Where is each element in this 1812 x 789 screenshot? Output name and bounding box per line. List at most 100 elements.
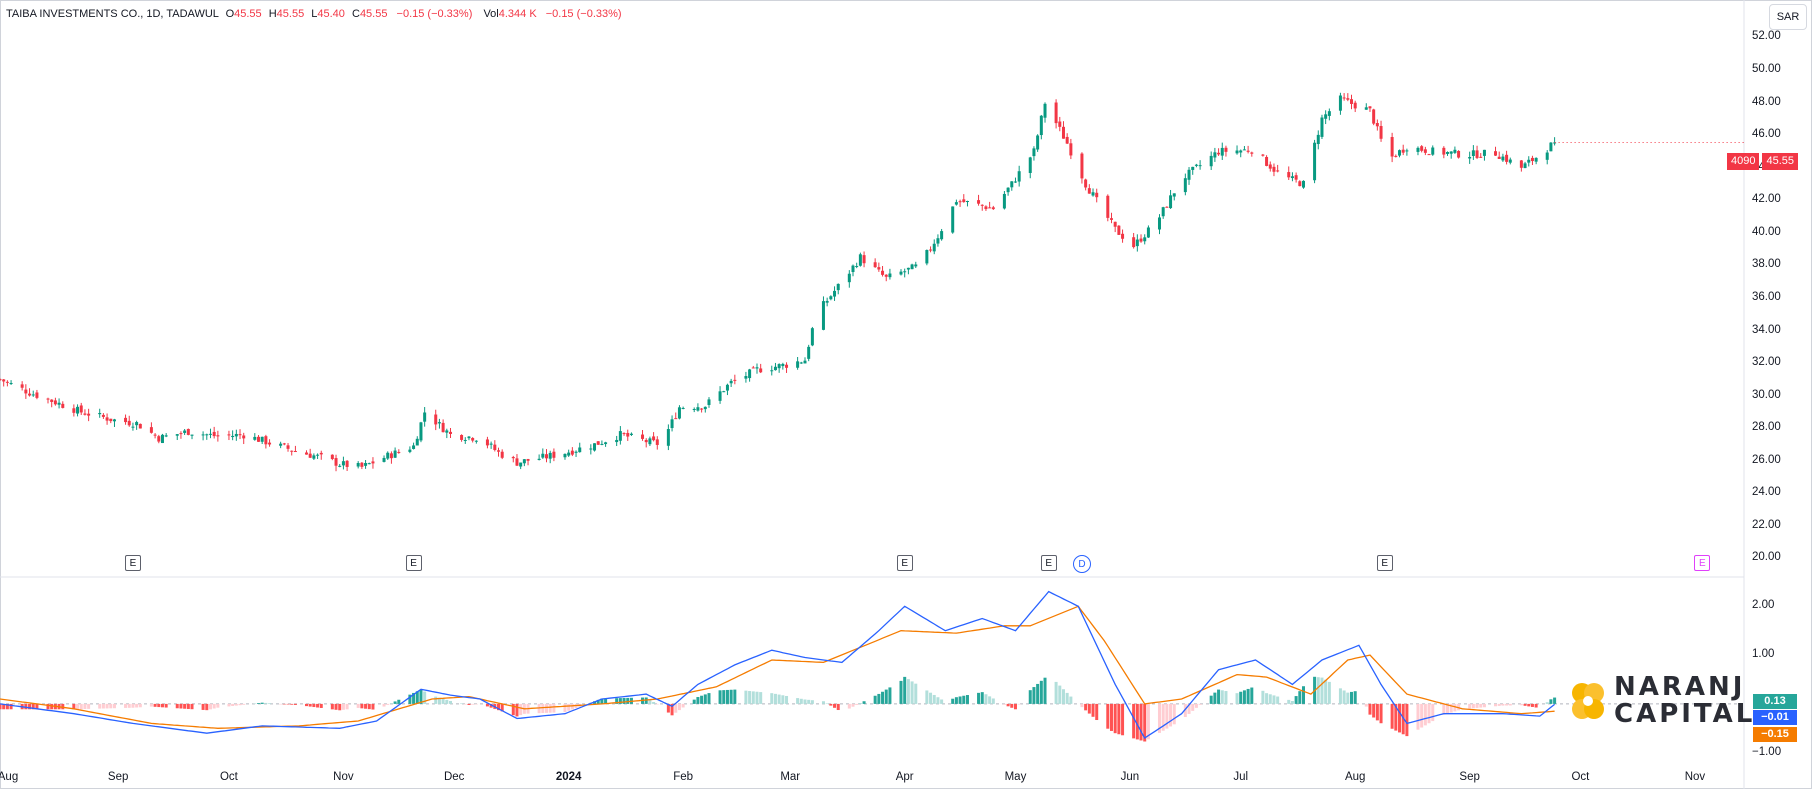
macd-histogram-bar — [24, 703, 28, 710]
candle-body — [131, 426, 135, 428]
macd-histogram-bar — [1427, 703, 1431, 724]
earnings-marker[interactable]: E — [1040, 555, 1057, 571]
macd-histogram-bar — [929, 692, 933, 704]
macd-histogram-bar — [500, 703, 504, 712]
macd-histogram-bar — [1069, 696, 1073, 704]
macd-histogram-bar — [371, 703, 375, 710]
candle-body — [256, 436, 260, 442]
candle-body — [1217, 152, 1221, 155]
candle-body — [733, 379, 737, 381]
candle-body — [1324, 114, 1328, 119]
macd-histogram-bar — [670, 703, 674, 716]
macd-histogram-bar — [1508, 703, 1512, 706]
macd-histogram-bar — [364, 703, 368, 709]
candle-body — [1272, 166, 1276, 172]
macd-histogram-bar — [208, 703, 212, 710]
candle-body — [1054, 102, 1058, 124]
candle-body — [312, 455, 316, 459]
candle-body — [474, 440, 478, 442]
macd-histogram-bar — [76, 703, 80, 710]
macd-histogram-bar — [1109, 703, 1113, 731]
macd-histogram-bar — [725, 689, 729, 704]
macd-histogram-bar — [604, 698, 608, 704]
time-axis-label: 2024 — [555, 771, 582, 783]
macd-histogram-bar — [61, 703, 65, 710]
candle-body — [648, 438, 652, 445]
macd-histogram-bar — [330, 703, 334, 710]
macd-histogram-bar — [884, 689, 888, 704]
candle-body — [1379, 126, 1383, 139]
macd-histogram-bar — [423, 691, 427, 704]
candle-body — [138, 423, 142, 429]
candle-body — [304, 452, 308, 455]
earnings-marker[interactable]: E — [124, 555, 141, 571]
candle-body — [940, 231, 944, 240]
candle-body — [423, 412, 427, 422]
candle-body — [290, 450, 294, 452]
orange-flower-icon — [1572, 683, 1604, 719]
candle-body — [670, 419, 674, 429]
macd-histogram-bar — [1121, 703, 1125, 736]
macd-signal-line — [0, 605, 1555, 729]
macd-histogram-bar — [449, 700, 453, 704]
macd-histogram-bar — [216, 703, 220, 708]
candle-body — [515, 458, 519, 466]
macd-histogram-bar — [1534, 703, 1538, 708]
macd-histogram-bar — [260, 702, 264, 704]
macd-histogram-bar — [1449, 703, 1453, 713]
macd-histogram-bar — [179, 703, 183, 709]
macd-histogram-bar — [515, 703, 519, 717]
macd-histogram-bar — [954, 697, 958, 704]
price-axis-label: 46.00 — [1752, 128, 1781, 141]
candle-body — [1080, 153, 1084, 179]
low-label: L — [311, 8, 318, 20]
macd-histogram-bar — [1545, 702, 1549, 704]
last-price-tag: 4090 45.55 — [1727, 153, 1799, 170]
macd-histogram-bar — [153, 703, 157, 707]
candle-body — [1143, 237, 1147, 242]
macd-histogram-bar — [149, 703, 153, 707]
symbol-title[interactable]: TAIBA INVESTMENTS CO., 1D, TADAWUL — [6, 8, 219, 20]
candle-body — [526, 458, 530, 461]
macd-histogram-bar — [1268, 694, 1272, 704]
candle-body — [205, 434, 209, 436]
symbol-legend[interactable]: TAIBA INVESTMENTS CO., 1D, TADAWUL O45.5… — [6, 6, 622, 22]
candle-body — [201, 434, 205, 436]
candle-body — [1132, 237, 1136, 248]
macd-histogram-bar — [1327, 681, 1331, 704]
candle-body — [1523, 163, 1527, 169]
candle-body — [227, 434, 231, 436]
candles-layer — [0, 92, 1744, 472]
candle-body — [1375, 123, 1379, 127]
candle-body — [183, 430, 187, 433]
dividend-marker[interactable]: D — [1072, 555, 1091, 573]
candle-body — [748, 369, 752, 379]
macd-histogram-bar — [1431, 703, 1435, 722]
candle-body — [1006, 187, 1010, 193]
earnings-marker[interactable]: E — [1694, 555, 1711, 571]
currency-button[interactable]: SAR — [1769, 4, 1807, 30]
candle-body — [238, 434, 242, 436]
candle-body — [1220, 147, 1224, 156]
time-axis-label: Oct — [1571, 771, 1590, 783]
candle-body — [903, 271, 907, 273]
earnings-marker[interactable]: E — [1376, 555, 1393, 571]
macd-histogram-bar — [205, 703, 209, 711]
macd-histogram-bar — [397, 699, 401, 704]
earnings-marker[interactable]: E — [405, 555, 422, 571]
macd-histogram-bar — [437, 697, 441, 704]
macd-histogram-bar — [183, 703, 187, 709]
candle-body — [1036, 135, 1040, 150]
candle-body — [1161, 207, 1165, 217]
macd-histogram-bar — [1220, 690, 1224, 704]
candle-body — [1302, 180, 1306, 188]
earnings-marker[interactable]: E — [896, 555, 913, 571]
candle-body — [744, 376, 748, 379]
candle-body — [1169, 195, 1173, 209]
price-axis-label: 52.00 — [1752, 30, 1781, 43]
candle-body — [460, 434, 464, 440]
candle-body — [1519, 160, 1523, 168]
candle-body — [548, 452, 552, 459]
candle-body — [264, 436, 268, 445]
